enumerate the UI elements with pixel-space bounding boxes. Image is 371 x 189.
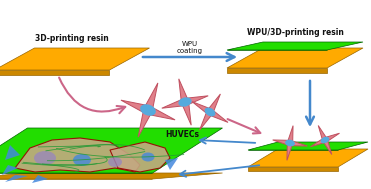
Polygon shape: [0, 128, 223, 173]
Ellipse shape: [178, 97, 192, 107]
Ellipse shape: [321, 137, 329, 143]
Polygon shape: [0, 70, 109, 75]
Polygon shape: [248, 142, 368, 150]
Polygon shape: [165, 158, 178, 170]
Ellipse shape: [285, 140, 295, 146]
Ellipse shape: [34, 151, 56, 165]
Polygon shape: [0, 48, 150, 70]
Polygon shape: [15, 138, 140, 172]
Ellipse shape: [73, 154, 91, 166]
FancyArrowPatch shape: [59, 77, 125, 113]
Polygon shape: [192, 94, 228, 130]
Polygon shape: [162, 79, 208, 125]
Text: WPU
coating: WPU coating: [177, 42, 203, 54]
Polygon shape: [110, 142, 170, 172]
Ellipse shape: [141, 153, 154, 161]
Text: HUVECs: HUVECs: [165, 130, 199, 139]
Polygon shape: [227, 68, 327, 73]
Polygon shape: [32, 175, 48, 183]
Polygon shape: [121, 83, 175, 137]
Ellipse shape: [140, 104, 156, 116]
Polygon shape: [273, 126, 307, 160]
Polygon shape: [227, 48, 363, 68]
Ellipse shape: [108, 157, 122, 167]
Polygon shape: [248, 167, 338, 171]
Polygon shape: [5, 175, 28, 182]
Text: WPU/3D-printing resin: WPU/3D-printing resin: [247, 28, 344, 37]
Text: 3D-printing resin: 3D-printing resin: [35, 34, 109, 43]
Polygon shape: [227, 42, 363, 50]
Polygon shape: [2, 165, 18, 175]
Polygon shape: [248, 149, 368, 167]
Polygon shape: [311, 125, 339, 154]
Polygon shape: [0, 173, 223, 179]
Ellipse shape: [204, 108, 216, 116]
Polygon shape: [5, 145, 20, 160]
